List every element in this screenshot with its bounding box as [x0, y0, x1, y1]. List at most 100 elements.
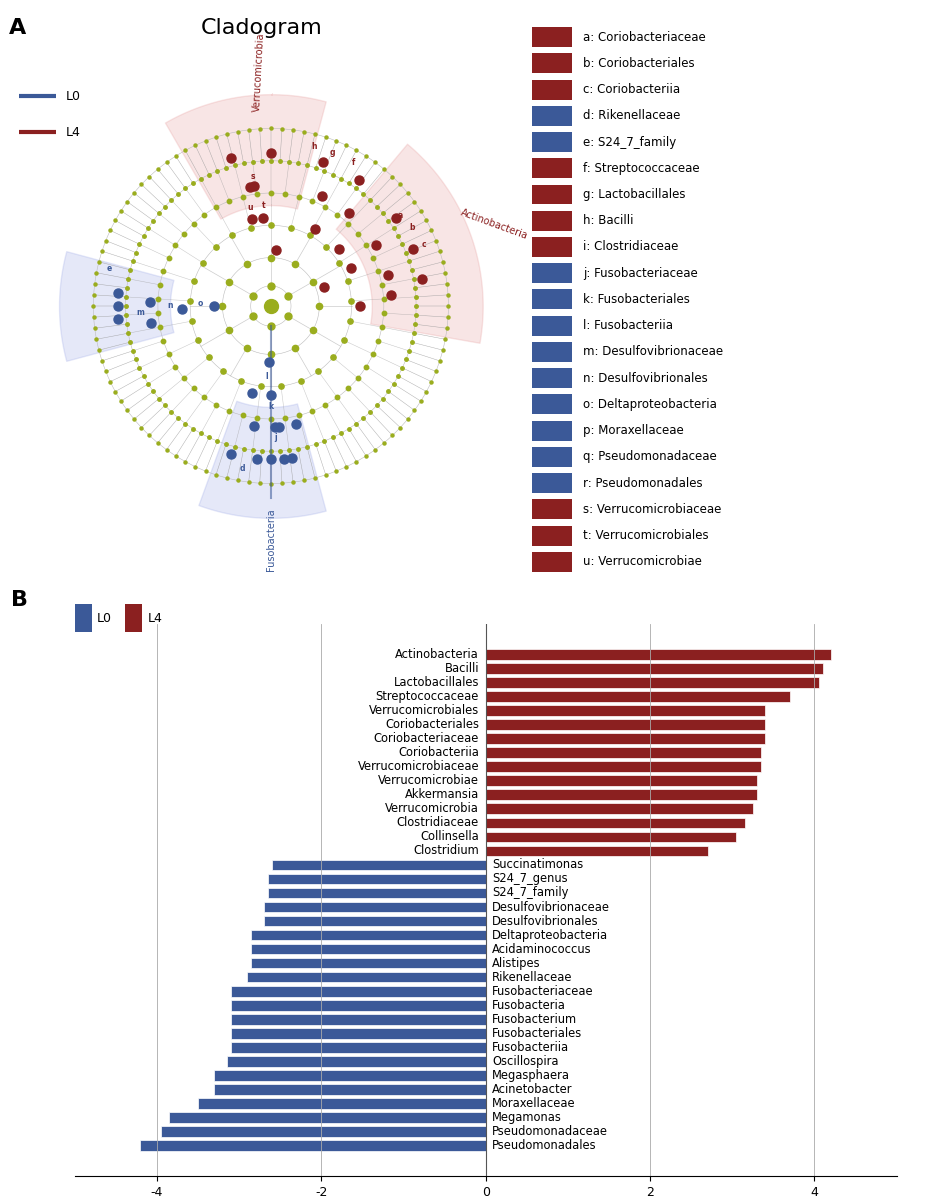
Text: Pseudomonadales: Pseudomonadales	[492, 1139, 597, 1152]
Text: Collinsella: Collinsella	[420, 830, 479, 844]
Text: a: a	[397, 211, 403, 221]
Text: Lactobacillales: Lactobacillales	[393, 676, 479, 689]
Text: b: Coriobacteriales: b: Coriobacteriales	[584, 56, 695, 70]
Bar	[486, 706, 765, 715]
Bar	[251, 958, 486, 968]
Text: k: Fusobacteriales: k: Fusobacteriales	[584, 293, 690, 306]
Text: l: l	[266, 372, 268, 382]
FancyBboxPatch shape	[532, 395, 572, 414]
Text: Verrucomicrobia: Verrucomicrobia	[385, 803, 479, 815]
Bar	[486, 733, 765, 744]
Text: Coriobacteriaceae: Coriobacteriaceae	[374, 732, 479, 745]
FancyBboxPatch shape	[532, 368, 572, 388]
FancyBboxPatch shape	[532, 185, 572, 204]
Text: L0: L0	[97, 612, 112, 624]
Text: Akkermansia: Akkermansia	[404, 788, 479, 802]
Text: Moraxellaceae: Moraxellaceae	[492, 1097, 576, 1110]
Bar	[486, 832, 736, 842]
Bar	[231, 986, 486, 996]
Text: A: A	[9, 18, 26, 38]
Text: c: c	[422, 240, 427, 248]
Text: i: Clostridiaceae: i: Clostridiaceae	[584, 240, 679, 253]
Text: e: e	[107, 264, 112, 274]
Text: n: Desulfovibrionales: n: Desulfovibrionales	[584, 372, 708, 385]
Text: t: Verrucomicrobiales: t: Verrucomicrobiales	[584, 529, 709, 542]
Text: Coriobacteriales: Coriobacteriales	[385, 718, 479, 731]
Bar	[486, 790, 757, 800]
Bar	[268, 874, 486, 884]
Text: e: S24_7_family: e: S24_7_family	[584, 136, 676, 149]
FancyBboxPatch shape	[532, 552, 572, 571]
Text: d: Rikenellaceae: d: Rikenellaceae	[584, 109, 681, 122]
Bar	[140, 1140, 486, 1151]
Text: Verrucomicrobiae: Verrucomicrobiae	[378, 774, 479, 787]
Text: j: j	[274, 432, 276, 442]
Bar	[161, 1127, 486, 1136]
Text: L0: L0	[65, 90, 80, 102]
Text: m: m	[136, 308, 144, 317]
FancyBboxPatch shape	[532, 316, 572, 336]
Text: Rikenellaceae: Rikenellaceae	[492, 971, 573, 984]
Text: u: u	[248, 203, 252, 212]
Bar	[263, 916, 486, 926]
Text: Fusobacteria: Fusobacteria	[492, 998, 566, 1012]
Bar	[486, 846, 708, 856]
Bar	[486, 691, 790, 702]
Text: Verrucomicrobiales: Verrucomicrobiales	[369, 704, 479, 718]
Bar	[231, 1042, 486, 1052]
Bar	[198, 1098, 486, 1109]
Text: Actinobacteria: Actinobacteria	[395, 648, 479, 661]
FancyBboxPatch shape	[532, 79, 572, 100]
Bar	[231, 1000, 486, 1010]
Text: Coriobacteriia: Coriobacteriia	[398, 746, 479, 760]
Text: h: Bacilli: h: Bacilli	[584, 215, 634, 227]
Text: Fusobacteriales: Fusobacteriales	[492, 1027, 583, 1040]
Bar	[248, 972, 486, 983]
Text: o: o	[198, 299, 203, 308]
Bar	[251, 930, 486, 941]
Text: B: B	[11, 590, 28, 610]
Text: Fusobacteria: Fusobacteria	[266, 509, 276, 571]
Bar	[215, 1085, 486, 1094]
Text: Acidaminococcus: Acidaminococcus	[492, 943, 592, 955]
Text: Alistipes: Alistipes	[492, 956, 541, 970]
Text: q: Pseudomonadaceae: q: Pseudomonadaceae	[584, 450, 717, 463]
Bar	[486, 775, 757, 786]
Bar	[227, 1056, 486, 1067]
Text: u: Verrucomicrobiae: u: Verrucomicrobiae	[584, 556, 702, 569]
FancyBboxPatch shape	[532, 473, 572, 493]
Text: Clostridium: Clostridium	[414, 845, 479, 857]
Text: Acinetobacter: Acinetobacter	[492, 1082, 573, 1096]
Text: f: Streptococcaceae: f: Streptococcaceae	[584, 162, 700, 175]
Text: Desulfovibrionales: Desulfovibrionales	[492, 914, 599, 928]
Text: S24_7_genus: S24_7_genus	[492, 872, 568, 886]
FancyBboxPatch shape	[532, 106, 572, 126]
Text: Pseudomonadaceae: Pseudomonadaceae	[492, 1126, 608, 1138]
Bar	[231, 1014, 486, 1025]
Bar	[486, 649, 831, 660]
FancyBboxPatch shape	[532, 238, 572, 257]
Text: f: f	[352, 158, 355, 167]
FancyBboxPatch shape	[532, 28, 572, 47]
Text: s: s	[250, 172, 255, 181]
FancyBboxPatch shape	[532, 446, 572, 467]
Text: g: g	[330, 148, 335, 157]
FancyBboxPatch shape	[532, 263, 572, 283]
Text: d: d	[239, 464, 245, 474]
Text: Verrucomicrobiaceae: Verrucomicrobiaceae	[358, 760, 479, 773]
FancyBboxPatch shape	[532, 158, 572, 179]
Bar	[272, 859, 486, 870]
Text: k: k	[268, 402, 274, 412]
Text: L4: L4	[148, 612, 163, 624]
Text: Oscillospira: Oscillospira	[492, 1055, 559, 1068]
Text: t: t	[262, 200, 265, 210]
Text: c: Coriobacteriia: c: Coriobacteriia	[584, 83, 681, 96]
Bar	[486, 817, 744, 828]
Text: Clostridiaceae: Clostridiaceae	[397, 816, 479, 829]
Bar	[169, 1112, 486, 1123]
Text: Succinatimonas: Succinatimonas	[492, 858, 584, 871]
Bar	[231, 1028, 486, 1039]
Text: r: Pseudomonadales: r: Pseudomonadales	[584, 476, 703, 490]
Text: Fusobacteriaceae: Fusobacteriaceae	[492, 985, 594, 997]
FancyBboxPatch shape	[75, 604, 92, 632]
